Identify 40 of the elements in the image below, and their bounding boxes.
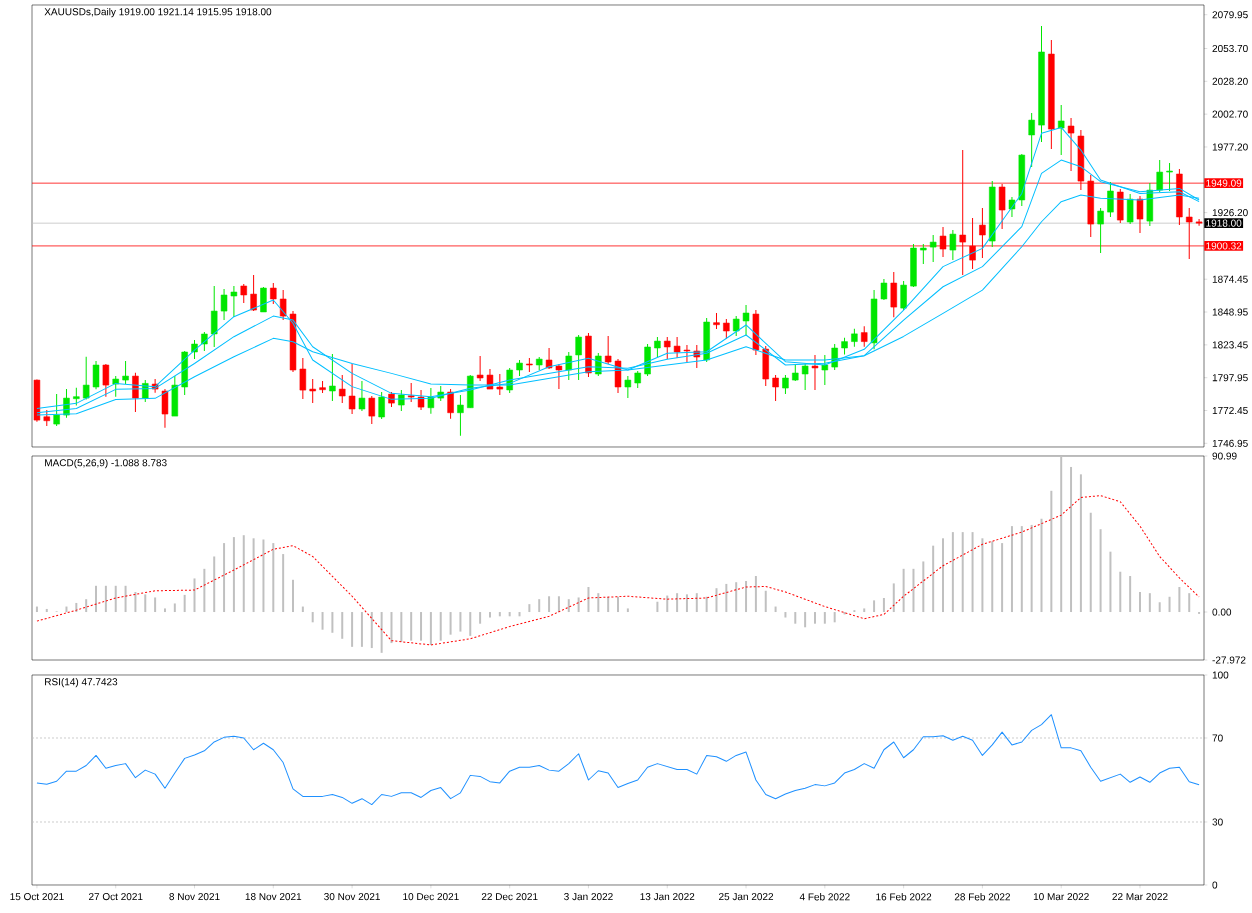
y-tick-label: 90.99 <box>1212 452 1237 460</box>
y-tick-label: 0 <box>1212 881 1218 889</box>
x-tick-label: 22 Dec 2021 <box>481 893 538 901</box>
y-tick-label: 1772.45 <box>1212 406 1248 415</box>
y-tick-label: 100 <box>1212 671 1229 679</box>
x-tick-label: 10 Mar 2022 <box>1033 893 1089 901</box>
y-tick-label: 2053.70 <box>1212 44 1248 53</box>
chart-title: RSI(14) 47.7423 <box>45 677 118 688</box>
ref-line-label: 1949.09 <box>1206 179 1242 187</box>
x-tick-label: 18 Nov 2021 <box>245 893 302 901</box>
x-tick-label: 8 Nov 2021 <box>169 893 220 901</box>
y-tick-label: 2079.95 <box>1212 11 1248 19</box>
x-tick-label: 4 Feb 2022 <box>799 893 850 901</box>
chart-title: MACD(5,26,9) -1.088 8.783 <box>45 458 167 469</box>
y-tick-label: 1926.20 <box>1212 209 1248 217</box>
y-tick-label: 70 <box>1212 734 1223 742</box>
x-tick-label: 10 Dec 2021 <box>403 893 459 901</box>
y-tick-label: 1848.95 <box>1212 308 1248 316</box>
x-tick-label: 16 Feb 2022 <box>876 893 932 901</box>
x-tick-label: 22 Mar 2022 <box>1112 893 1168 901</box>
y-tick-label: 1823.45 <box>1212 341 1248 349</box>
x-tick-label: 3 Jan 2022 <box>564 893 613 901</box>
x-tick-label: 25 Jan 2022 <box>719 893 774 901</box>
y-tick-label: 30 <box>1212 818 1223 826</box>
y-tick-label: 1746.95 <box>1212 439 1248 447</box>
y-tick-label: 1874.45 <box>1212 275 1248 283</box>
ref-line-label: 1900.32 <box>1206 242 1242 250</box>
x-tick-label: 15 Oct 2021 <box>10 893 64 901</box>
x-tick-label: 28 Feb 2022 <box>954 893 1010 901</box>
y-tick-label: 2002.70 <box>1212 110 1248 118</box>
ref-line-label: 1918.00 <box>1206 219 1242 227</box>
y-tick-label: 1797.95 <box>1212 374 1248 382</box>
y-tick-label: 2028.20 <box>1212 77 1248 85</box>
y-tick-label: -27.972 <box>1212 656 1246 664</box>
x-tick-label: 27 Oct 2021 <box>88 893 143 901</box>
chart-title: XAUUSDs,Daily 1919.00 1921.14 1915.95 1918.00 <box>44 7 272 18</box>
x-tick-label: 30 Nov 2021 <box>324 893 380 901</box>
x-tick-label: 13 Jan 2022 <box>640 893 695 901</box>
y-tick-label: 1977.20 <box>1212 143 1248 151</box>
y-tick-label: 0.00 <box>1212 608 1232 616</box>
